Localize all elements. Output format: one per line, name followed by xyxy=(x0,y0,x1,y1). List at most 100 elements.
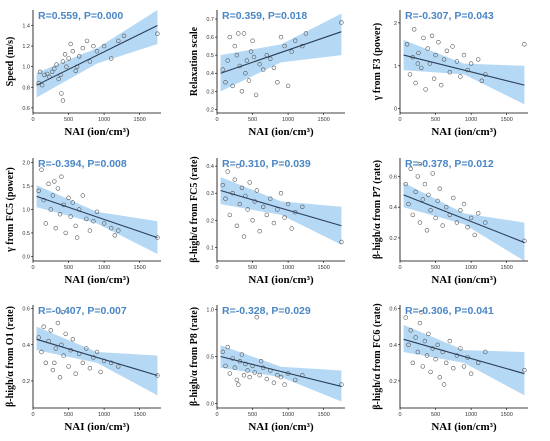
data-point xyxy=(73,68,78,74)
data-point xyxy=(450,44,455,49)
data-point xyxy=(410,212,415,218)
data-point xyxy=(232,365,238,370)
data-point xyxy=(250,218,255,223)
data-point xyxy=(247,180,252,185)
data-point xyxy=(476,57,481,62)
data-point xyxy=(451,195,456,201)
data-point xyxy=(261,67,266,72)
data-point xyxy=(53,226,58,231)
data-point xyxy=(271,65,277,71)
data-point xyxy=(98,369,103,375)
data-point xyxy=(220,182,225,188)
x-tick-label: 500 xyxy=(64,117,73,123)
x-tick-label: 0 xyxy=(398,265,401,271)
data-point xyxy=(300,204,305,210)
x-tick-label: 500 xyxy=(248,412,257,418)
data-point xyxy=(271,380,277,385)
data-point xyxy=(257,61,262,67)
data-point xyxy=(285,201,291,207)
y-tick-label: 0.4 xyxy=(206,71,214,77)
data-point xyxy=(241,234,247,239)
data-point xyxy=(60,310,66,315)
y-tick-label: 0.0 xyxy=(22,254,30,260)
y-tick-label: 1.0 xyxy=(22,65,30,71)
x-tick-label: 1000 xyxy=(282,265,294,271)
x-axis-label: NAI (ion/cm³) xyxy=(64,274,130,286)
y-tick-label: 0.2 xyxy=(389,236,397,242)
data-point xyxy=(417,161,423,167)
data-point xyxy=(483,349,488,355)
data-point xyxy=(232,177,238,182)
data-point xyxy=(408,166,413,172)
x-tick-label: 1500 xyxy=(501,117,513,123)
y-tick-label: 0.6 xyxy=(22,307,30,313)
x-tick-label: 0 xyxy=(215,265,218,271)
data-point xyxy=(56,76,61,82)
data-point xyxy=(116,364,121,369)
data-point xyxy=(264,212,269,218)
chart-panel-4: 0.0 0.5 1.0 1.5 2.0 0 500 1000 1500 R=-0.394, P=0… xyxy=(5,158,161,286)
data-point xyxy=(254,188,259,193)
chart-panel-8: 0.0 0.5 1.0 0 500 1000 1500 R=-0.328, P=0.029 NA… xyxy=(189,305,345,433)
data-point xyxy=(248,49,254,54)
data-point xyxy=(245,368,250,373)
data-point xyxy=(435,198,440,204)
data-point xyxy=(417,320,423,326)
x-tick-label: 1500 xyxy=(134,265,146,271)
data-point xyxy=(428,208,433,213)
data-point xyxy=(91,219,96,224)
data-point xyxy=(76,54,82,59)
x-tick-label: 1000 xyxy=(98,412,110,418)
data-point xyxy=(413,335,418,340)
data-point xyxy=(423,87,428,92)
chart-panel-7: 0.2 0.4 0.6 0 500 1000 1500 R=-0.407, P=0.007 NA… xyxy=(5,305,161,433)
data-point xyxy=(225,58,230,63)
data-point xyxy=(63,230,68,236)
data-point xyxy=(237,201,243,207)
chart-panel-3: 0 1 2 0 500 1000 1500 R=-0.307, P=0.043 NAI (ion… xyxy=(372,10,528,138)
x-axis-label: NAI (ion/cm³) xyxy=(64,126,130,138)
x-axis-label: NAI (ion/cm³) xyxy=(248,274,314,286)
data-point xyxy=(483,220,488,225)
x-axis-label: NAI (ion/cm³) xyxy=(431,126,497,138)
y-tick-label: 1.0 xyxy=(22,208,30,214)
data-point xyxy=(55,320,61,326)
data-point xyxy=(285,83,291,89)
y-tick-label: 0.7 xyxy=(206,17,214,23)
data-point xyxy=(57,375,63,380)
data-point xyxy=(257,229,262,234)
data-point xyxy=(230,356,235,361)
data-point xyxy=(55,186,61,191)
y-axis-label: γ from F3 (power) xyxy=(372,23,383,102)
data-point xyxy=(116,228,121,233)
data-point xyxy=(241,373,247,378)
y-tick-label: 1.0 xyxy=(206,308,214,314)
data-point xyxy=(412,27,417,32)
y-tick-label: 0.2 xyxy=(206,107,214,113)
data-point xyxy=(39,349,44,355)
data-point xyxy=(155,373,160,378)
data-point xyxy=(246,78,252,83)
x-tick-label: 1500 xyxy=(501,412,513,418)
y-tick-label: 0.1 xyxy=(206,245,214,251)
x-tick-label: 1000 xyxy=(98,265,110,271)
data-point xyxy=(406,342,411,347)
data-point xyxy=(261,204,266,210)
correlation-stat: R=-0.307, P=0.043 xyxy=(405,10,494,22)
regression-line xyxy=(220,31,342,74)
data-point xyxy=(155,31,160,36)
data-point xyxy=(437,186,442,191)
data-point xyxy=(268,56,273,61)
data-point xyxy=(436,39,441,45)
data-point xyxy=(447,338,452,344)
data-point xyxy=(439,82,444,88)
data-point xyxy=(422,181,428,187)
x-tick-label: 0 xyxy=(31,117,34,123)
x-tick-label: 1500 xyxy=(318,117,330,123)
data-point xyxy=(68,214,73,219)
x-axis-label: NAI (ion/cm³) xyxy=(431,421,497,433)
data-point xyxy=(275,80,280,85)
x-tick-label: 0 xyxy=(398,117,401,123)
data-point xyxy=(39,82,45,88)
